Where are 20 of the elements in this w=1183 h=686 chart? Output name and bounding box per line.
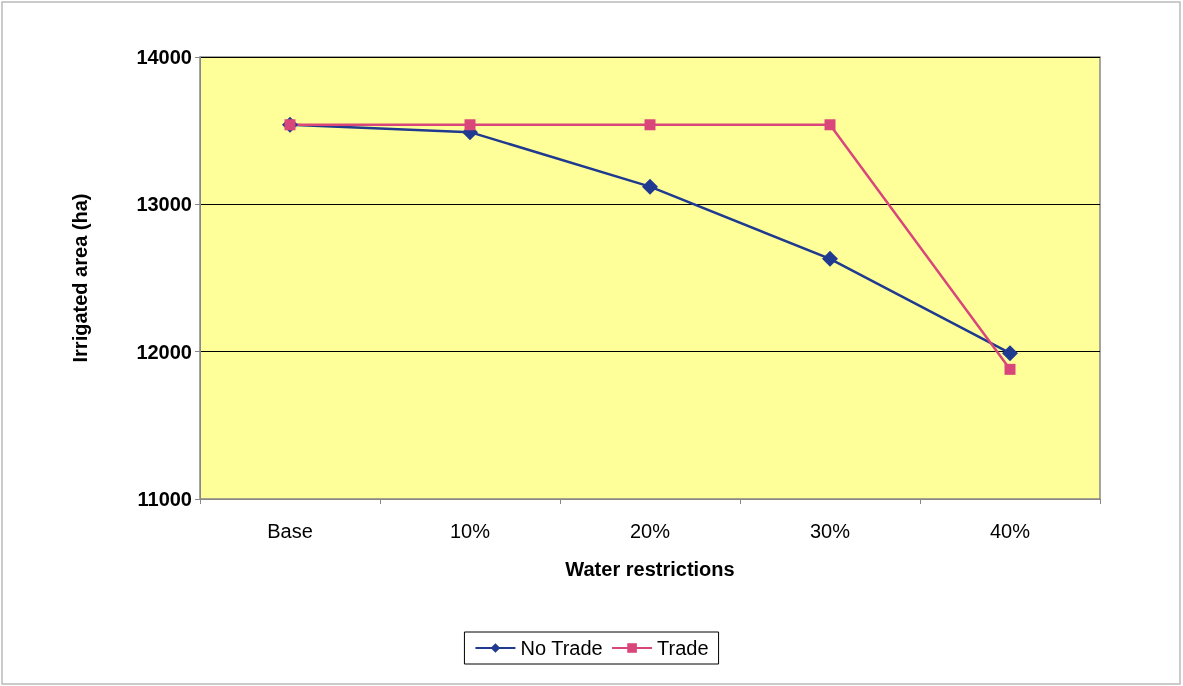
point [1004, 363, 1016, 375]
x-tick-label: 10% [449, 520, 491, 542]
point [644, 119, 656, 131]
point [464, 119, 476, 131]
point [822, 250, 838, 267]
y-tick-label: 12000 [136, 340, 192, 363]
y-tick-label: 11000 [137, 488, 192, 510]
y-tick-label: 14000 [136, 46, 192, 68]
point [642, 178, 658, 195]
x-tick-label: Base [267, 520, 313, 542]
y-tick-label: 13000 [136, 193, 192, 216]
legend-label: Trade [657, 637, 709, 659]
x-axis-title: Water restrictions [565, 558, 735, 580]
y-axis-title: Irrigated area (ha) [69, 193, 91, 363]
x-tick-label: 30% [809, 520, 851, 542]
point [824, 119, 836, 131]
legend-label: No Trade [520, 637, 603, 659]
x-tick-label: 20% [629, 520, 671, 542]
point [1002, 345, 1018, 362]
x-tick-label: 40% [989, 520, 1031, 542]
